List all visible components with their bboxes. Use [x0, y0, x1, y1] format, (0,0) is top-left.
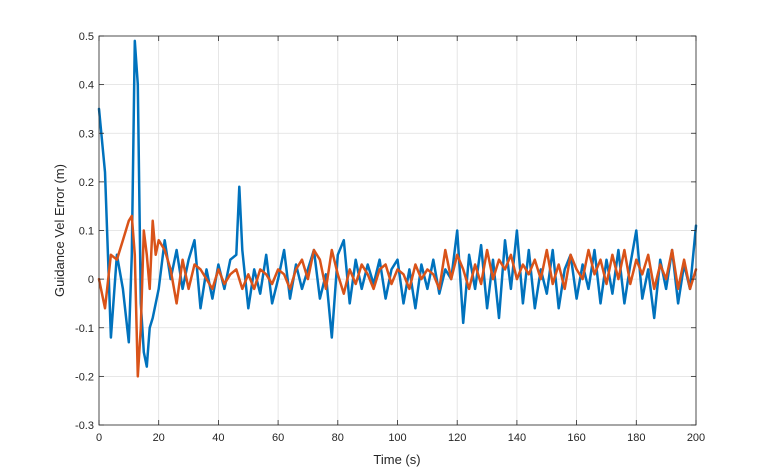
y-tick-label: 0.5: [79, 31, 94, 43]
x-tick-label: 100: [388, 432, 406, 444]
y-tick-label: -0.1: [75, 323, 94, 335]
series-lines: [97, 39, 698, 378]
x-tick-label: 60: [272, 432, 284, 444]
x-tick-label: 20: [153, 432, 165, 444]
y-tick-label: 0.4: [79, 80, 94, 92]
x-tick-label: 200: [687, 432, 705, 444]
y-tick-label: 0.2: [79, 177, 94, 189]
y-axis-title: Guidance Vel Error (m): [52, 164, 67, 297]
x-tick-label: 120: [448, 432, 466, 444]
x-tick-labels: 0 20 40 60 80 100 120 140 160 180 200: [96, 432, 705, 444]
y-tick-labels: -0.3 -0.2 -0.1 0 0.1 0.2 0.3 0.4 0.5: [75, 31, 94, 432]
y-tick-label: -0.3: [75, 420, 94, 432]
x-tick-label: 180: [627, 432, 645, 444]
x-tick-label: 140: [508, 432, 526, 444]
y-tick-label: 0.3: [79, 128, 94, 140]
y-tick-label: 0: [88, 274, 94, 286]
x-tick-label: 80: [332, 432, 344, 444]
series-line-2: [97, 214, 698, 378]
x-tick-label: 40: [212, 432, 224, 444]
y-tick-label: 0.1: [79, 226, 94, 238]
y-tick-label: -0.2: [75, 371, 94, 383]
axis-ticks: [98, 35, 697, 426]
x-tick-label: 0: [96, 432, 102, 444]
x-axis-title: Time (s): [373, 452, 420, 467]
x-tick-label: 160: [567, 432, 585, 444]
